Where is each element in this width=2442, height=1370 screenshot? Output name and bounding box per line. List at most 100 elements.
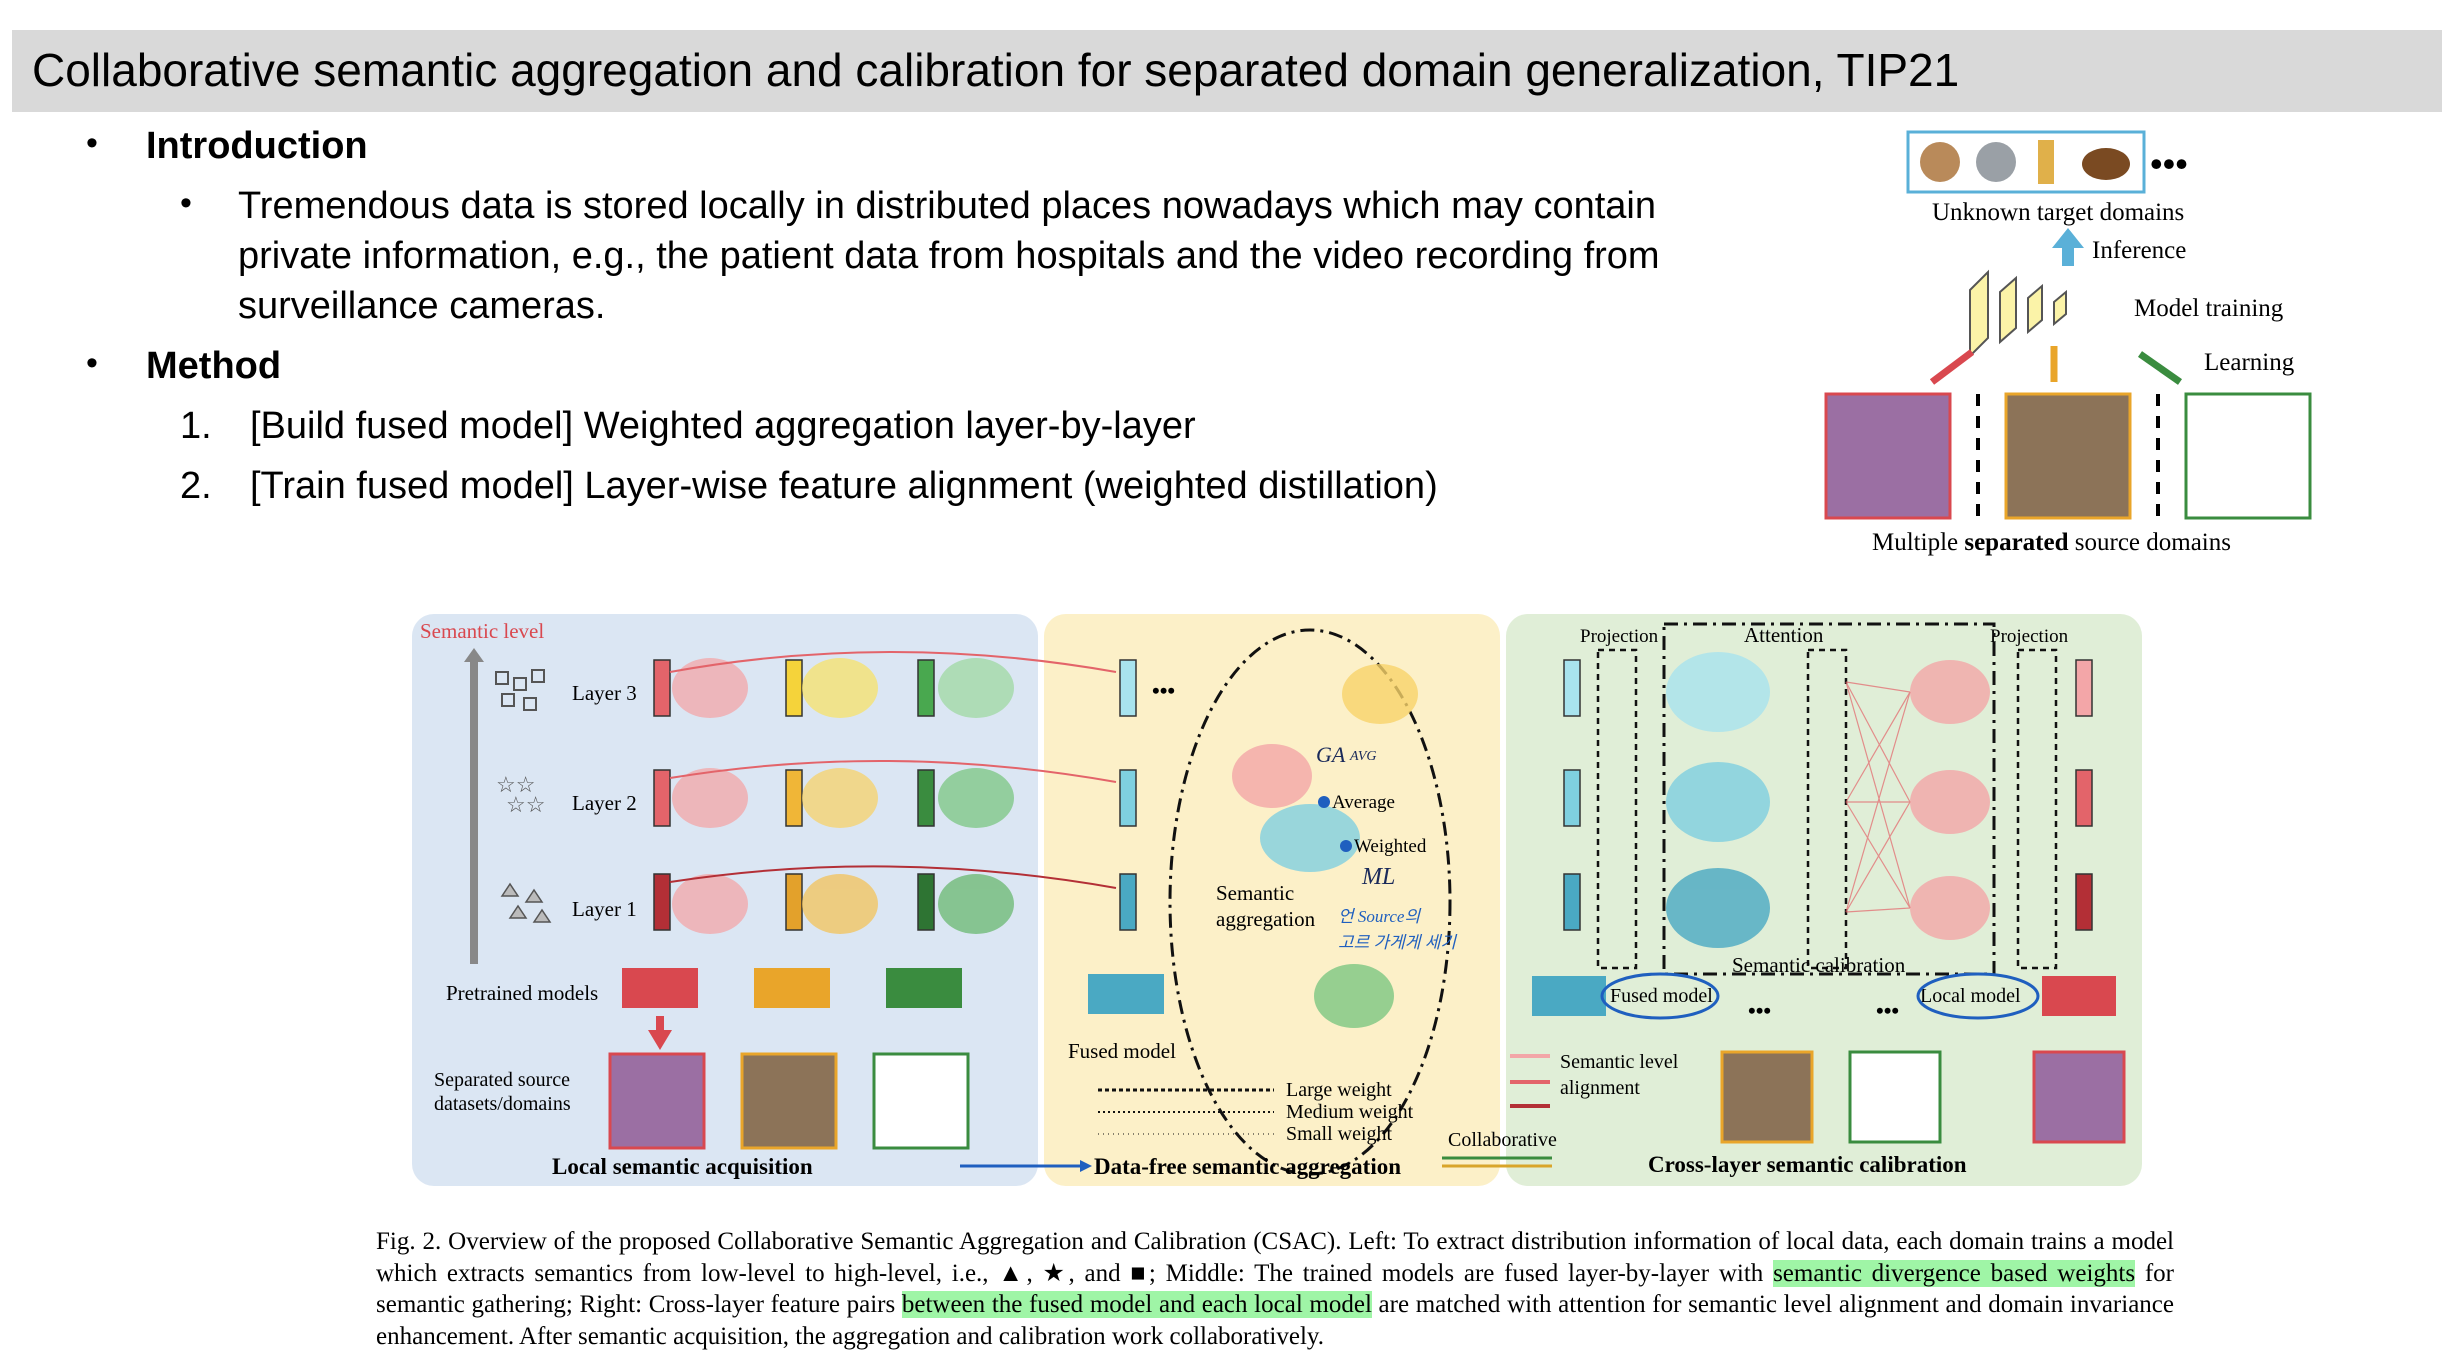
bullet-dot: • <box>86 344 98 382</box>
method-heading: Method <box>146 345 282 387</box>
elephant-icon <box>1976 142 2016 182</box>
green-cluster <box>1314 964 1394 1028</box>
aggregation-arc <box>669 865 1117 889</box>
small-weight-label: Small weight <box>1286 1123 1393 1145</box>
method-item-1-text: [Build fused model] Weighted aggregation… <box>250 405 1196 447</box>
unknown-target-label: Unknown target domains <box>1932 199 2184 226</box>
multiple-separated-label: Multiple separated source domains <box>1872 529 2231 556</box>
semantic-level-label: Semantic level <box>420 619 544 643</box>
fused-model-layers <box>1119 659 1137 931</box>
intro-heading: Introduction <box>146 125 368 167</box>
collaborative-label: Collaborative <box>1448 1129 1557 1151</box>
semantic-level-alignment-line-1: Semantic level <box>1560 1051 1679 1073</box>
learning-label: Learning <box>2204 349 2295 376</box>
horse-icon <box>2082 148 2130 180</box>
right-dots-1: ••• <box>1748 998 1771 1023</box>
right-source-art <box>2032 1050 2126 1144</box>
stars-icon: ☆☆☆☆ <box>496 772 545 817</box>
title-bar: Collaborative semantic aggregation and c… <box>12 30 2442 112</box>
caption-part-3: are matched with attention for semantic … <box>376 1291 2174 1350</box>
right-source-photo <box>1720 1050 1814 1144</box>
figure-caption: Fig. 2. Overview of the proposed Collabo… <box>376 1226 2174 1352</box>
attention-box <box>1806 648 1848 970</box>
projection-left-box <box>1596 648 1638 970</box>
alignment-lines <box>1845 681 1911 913</box>
caption-part-1: Fig. 2. Overview of the proposed Collabo… <box>376 1228 2174 1287</box>
right-fused-layers <box>1563 659 1581 931</box>
handwriting-note-2: 고르 가게게 세기 <box>1338 933 1457 952</box>
dog-icon <box>1920 142 1960 182</box>
red-pretrained-model <box>622 968 698 1008</box>
data-free-label: Data-free semantic aggregation <box>1094 1154 1401 1179</box>
cross-layer-label: Cross-layer semantic calibration <box>1648 1152 1967 1177</box>
yellow-model-layers <box>785 659 803 931</box>
layer-1-label: Layer 1 <box>572 897 637 921</box>
source-domain-sketch-box <box>2184 392 2312 520</box>
right-clusters <box>1666 652 1990 948</box>
right-local-layers <box>2075 659 2093 931</box>
separated-source-line-2: datasets/domains <box>434 1093 571 1115</box>
layer-3-label: Layer 3 <box>572 681 637 705</box>
calibration-box <box>1662 622 1996 976</box>
svg-text:☆☆: ☆☆ <box>496 772 535 797</box>
caption-highlight-2: between the fused model and each local m… <box>901 1291 1372 1318</box>
caption-highlight-1: semantic divergence based weights <box>1773 1259 2136 1287</box>
slide-title: Collaborative semantic aggregation and c… <box>32 44 1960 96</box>
source-dataset-sketch <box>872 1052 970 1150</box>
pretrained-models-label: Pretrained models <box>446 981 598 1005</box>
intro-text-line-2: private information, e.g., the patient d… <box>238 235 1660 277</box>
projection-left-label: Projection <box>1580 626 1659 647</box>
handwritten-circle-local <box>1916 972 2040 1020</box>
layer-2-label: Layer 2 <box>572 791 637 815</box>
red-arrow <box>1929 349 1975 385</box>
cyan-cluster <box>1260 804 1360 872</box>
attention-label: Attention <box>1744 623 1824 647</box>
aggregation-ellipse <box>1168 628 1452 1176</box>
semantic-level-bar <box>470 660 478 964</box>
red-cluster <box>1232 744 1312 808</box>
semantic-label: Semantic <box>1216 881 1294 905</box>
semantic-level-alignment-line-2: alignment <box>1560 1077 1640 1099</box>
intro-text-line-3: surveillance cameras. <box>238 285 606 327</box>
caption-part-2: for semantic gathering; Right: Cross-lay… <box>376 1259 2174 1319</box>
right-fused-model-block <box>1532 976 1606 1016</box>
triangles-icon <box>500 882 552 923</box>
domain-setting-figure: ••• Unknown target domains Inference Mod… <box>1824 130 2312 556</box>
separated-source-line-1: Separated source <box>434 1069 570 1091</box>
average-label: Average <box>1332 792 1395 813</box>
intro-text-line-1: Tremendous data is stored locally in dis… <box>238 185 1656 227</box>
svg-text:☆☆: ☆☆ <box>506 792 545 817</box>
aggregation-label: aggregation <box>1216 907 1316 931</box>
handwriting-ml: ML <box>1361 864 1395 890</box>
model-training-label: Model training <box>2134 295 2284 322</box>
method-item-2-num: 2. <box>180 465 212 507</box>
source-domain-art-box <box>1824 392 1952 520</box>
green-pretrained-model <box>886 968 962 1008</box>
handwriting-avg: AVG <box>1349 749 1377 764</box>
model-block-2 <box>1999 275 2017 345</box>
aggregation-arc <box>669 759 1117 783</box>
weighted-point <box>1340 840 1352 852</box>
handwriting-ga: GA <box>1316 742 1346 767</box>
source-dataset-photo <box>740 1052 838 1150</box>
local-semantic-acquisition-label: Local semantic acquisition <box>552 1154 813 1179</box>
inference-label: Inference <box>2092 237 2186 264</box>
method-item-1-num: 1. <box>180 405 212 447</box>
squares-icon <box>495 669 545 711</box>
model-block-1 <box>1969 269 1989 359</box>
handwritten-circle-fused <box>1600 972 1720 1020</box>
projection-right-label: Projection <box>1990 626 2069 647</box>
bullet-dot: • <box>86 124 98 162</box>
average-point <box>1318 796 1330 808</box>
green-arrow <box>2137 351 2183 385</box>
middle-panel <box>1044 614 1500 1186</box>
source-domain-photo-box <box>2004 392 2132 520</box>
fused-model-label: Fused model <box>1068 1039 1176 1063</box>
fused-model-block <box>1088 974 1164 1014</box>
csac-overview-figure: Semantic level Layer 3 ☆☆☆☆ Layer 2 Laye… <box>412 614 2142 1186</box>
inference-arrow <box>2052 228 2084 266</box>
weighted-label: Weighted <box>1354 836 1427 857</box>
fused-model-right-label: Fused model <box>1610 985 1713 1007</box>
source-dataset-art <box>608 1052 706 1150</box>
medium-weight-label: Medium weight <box>1286 1101 1414 1123</box>
